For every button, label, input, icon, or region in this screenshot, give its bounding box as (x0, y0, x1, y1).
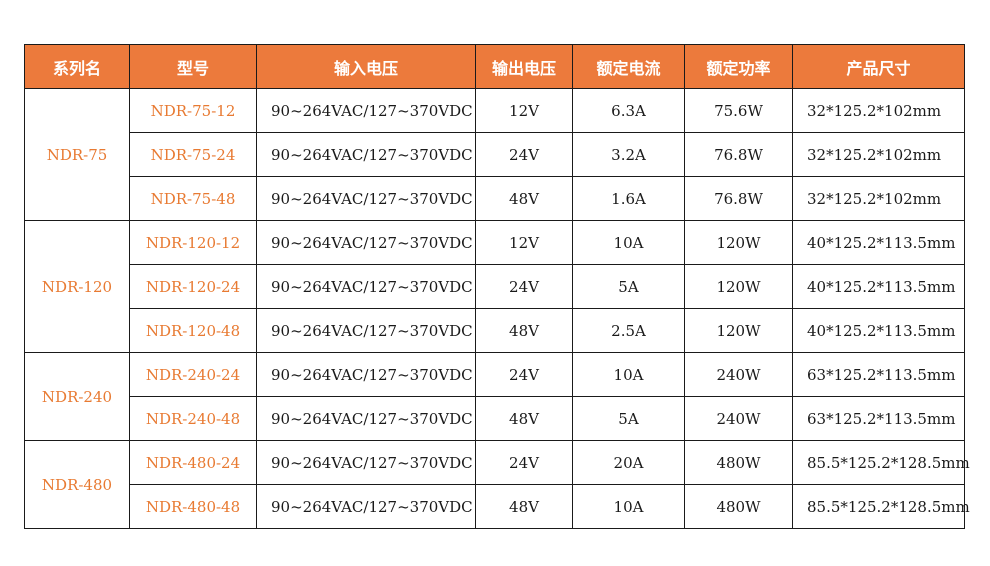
input-voltage-cell: 90~264VAC/127~370VDC (256, 352, 476, 397)
table-row: NDR-75-24 90~264VAC/127~370VDC 24V 3.2A … (25, 132, 965, 177)
series-cell: NDR-480 (24, 440, 130, 529)
table-row: NDR-75 NDR-75-12 90~264VAC/127~370VDC 12… (24, 88, 965, 221)
rated-power-cell: 76.8W (684, 176, 793, 221)
rated-power-cell: 120W (684, 308, 793, 353)
product-size-cell: 32*125.2*102mm (792, 132, 965, 177)
series-cell: NDR-120 (24, 220, 130, 353)
spec-table: 系列名 型号 输入电压 输出电压 额定电流 额定功率 产品尺寸 NDR-75 N… (24, 44, 970, 529)
rated-power-cell: 240W (684, 352, 793, 397)
rated-current-cell: 5A (572, 396, 685, 441)
product-size-cell: 40*125.2*113.5mm (792, 220, 965, 265)
output-voltage-cell: 12V (475, 220, 573, 265)
model-cell: NDR-480-48 (129, 484, 257, 529)
series-cell: NDR-240 (24, 352, 130, 441)
product-size-cell: 85.5*125.2*128.5mm (792, 440, 970, 485)
input-voltage-cell: 90~264VAC/127~370VDC (256, 88, 476, 133)
header-row: 系列名 型号 输入电压 输出电压 额定电流 额定功率 产品尺寸 (24, 44, 965, 89)
output-voltage-cell: 24V (475, 440, 573, 485)
rated-current-cell: 20A (572, 440, 685, 485)
table-row: NDR-120 NDR-120-12 90~264VAC/127~370VDC … (24, 220, 965, 353)
output-voltage-cell: 24V (475, 264, 573, 309)
rated-current-cell: 10A (572, 220, 685, 265)
table-row: NDR-120-24 90~264VAC/127~370VDC 24V 5A 1… (25, 264, 965, 309)
product-size-cell: 32*125.2*102mm (792, 176, 965, 221)
product-size-cell: 40*125.2*113.5mm (792, 264, 965, 309)
output-voltage-cell: 48V (475, 176, 573, 221)
rated-current-cell: 1.6A (572, 176, 685, 221)
table-row: NDR-120-48 90~264VAC/127~370VDC 48V 2.5A… (25, 308, 965, 353)
output-voltage-cell: 48V (475, 308, 573, 353)
model-cell: NDR-240-24 (129, 352, 257, 397)
input-voltage-cell: 90~264VAC/127~370VDC (256, 308, 476, 353)
header-output-voltage: 输出电压 (475, 44, 573, 89)
output-voltage-cell: 12V (475, 88, 573, 133)
input-voltage-cell: 90~264VAC/127~370VDC (256, 264, 476, 309)
input-voltage-cell: 90~264VAC/127~370VDC (256, 220, 476, 265)
table-row: NDR-240-48 90~264VAC/127~370VDC 48V 5A 2… (25, 396, 965, 441)
input-voltage-cell: 90~264VAC/127~370VDC (256, 132, 476, 177)
rated-current-cell: 10A (572, 352, 685, 397)
table-row: NDR-240 NDR-240-24 90~264VAC/127~370VDC … (24, 352, 965, 441)
input-voltage-cell: 90~264VAC/127~370VDC (256, 440, 476, 485)
table-row: NDR-480 NDR-480-24 90~264VAC/127~370VDC … (24, 440, 970, 529)
header-model: 型号 (129, 44, 257, 89)
rated-power-cell: 76.8W (684, 132, 793, 177)
rated-current-cell: 2.5A (572, 308, 685, 353)
table-row: NDR-480-48 90~264VAC/127~370VDC 48V 10A … (25, 484, 970, 529)
product-size-cell: 40*125.2*113.5mm (792, 308, 965, 353)
output-voltage-cell: 48V (475, 396, 573, 441)
rated-power-cell: 120W (684, 264, 793, 309)
header-input-voltage: 输入电压 (256, 44, 476, 89)
header-rated-power: 额定功率 (684, 44, 793, 89)
model-cell: NDR-240-48 (129, 396, 257, 441)
input-voltage-cell: 90~264VAC/127~370VDC (256, 176, 476, 221)
output-voltage-cell: 24V (475, 132, 573, 177)
header-product-size: 产品尺寸 (792, 44, 965, 89)
model-cell: NDR-120-48 (129, 308, 257, 353)
model-cell: NDR-75-12 (129, 88, 257, 133)
product-size-cell: 85.5*125.2*128.5mm (792, 484, 970, 529)
rated-power-cell: 75.6W (684, 88, 793, 133)
input-voltage-cell: 90~264VAC/127~370VDC (256, 484, 476, 529)
header-rated-current: 额定电流 (572, 44, 685, 89)
product-size-cell: 63*125.2*113.5mm (792, 352, 965, 397)
header-series: 系列名 (24, 44, 130, 89)
model-cell: NDR-75-48 (129, 176, 257, 221)
product-size-cell: 63*125.2*113.5mm (792, 396, 965, 441)
rated-power-cell: 480W (684, 484, 793, 529)
model-cell: NDR-120-24 (129, 264, 257, 309)
rated-power-cell: 480W (684, 440, 793, 485)
input-voltage-cell: 90~264VAC/127~370VDC (256, 396, 476, 441)
rated-current-cell: 6.3A (572, 88, 685, 133)
rated-power-cell: 120W (684, 220, 793, 265)
series-cell: NDR-75 (24, 88, 130, 221)
model-cell: NDR-120-12 (129, 220, 257, 265)
table-row: NDR-75-48 90~264VAC/127~370VDC 48V 1.6A … (25, 176, 965, 221)
rated-current-cell: 10A (572, 484, 685, 529)
model-cell: NDR-480-24 (129, 440, 257, 485)
model-cell: NDR-75-24 (129, 132, 257, 177)
output-voltage-cell: 48V (475, 484, 573, 529)
rated-current-cell: 5A (572, 264, 685, 309)
rated-power-cell: 240W (684, 396, 793, 441)
product-size-cell: 32*125.2*102mm (792, 88, 965, 133)
rated-current-cell: 3.2A (572, 132, 685, 177)
output-voltage-cell: 24V (475, 352, 573, 397)
